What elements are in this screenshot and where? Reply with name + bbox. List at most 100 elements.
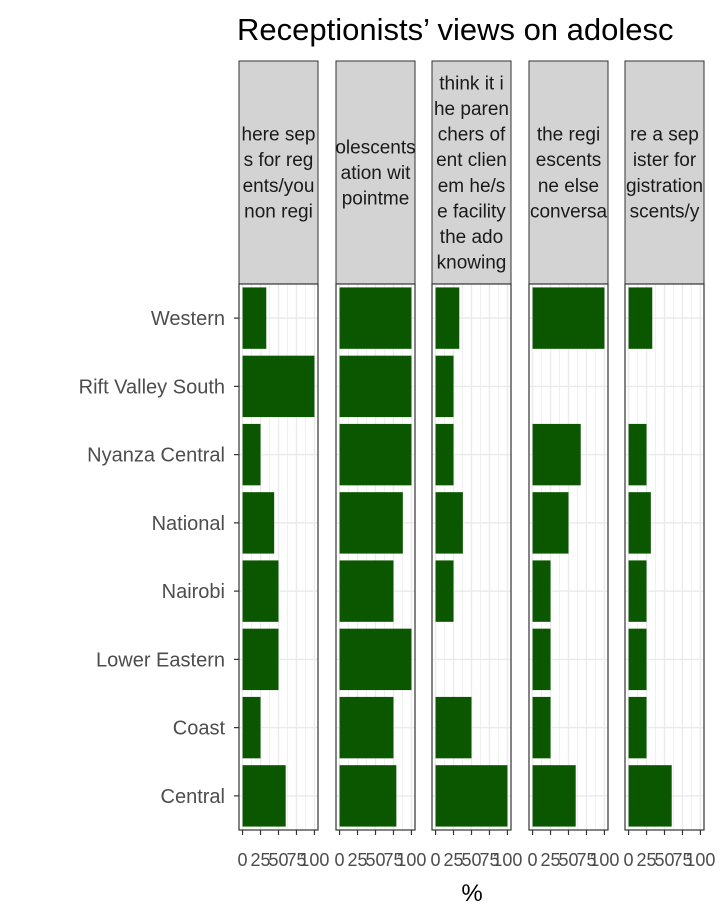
bar-coast (242, 696, 261, 759)
facet-strip (238, 60, 319, 285)
x-tick-label: 100 (396, 850, 426, 870)
x-tick-label: 25 (251, 850, 271, 870)
x-tick-label: 25 (348, 850, 368, 870)
bar-nairobi (532, 560, 551, 622)
facet-strip (624, 60, 705, 285)
bar-national (242, 492, 275, 554)
facet-panel-1: here sep s for reg ents/you non regi 0 255075… (238, 60, 329, 870)
bar-western (242, 287, 267, 349)
strip-text-line: non regi (244, 201, 313, 222)
bar-nyanza-central (532, 423, 581, 486)
bar-nyanza-central (435, 423, 454, 486)
bar-national (628, 492, 651, 554)
bar-coast (435, 696, 472, 759)
x-tick-label: 0 (431, 850, 441, 870)
bar-lower-eastern (242, 628, 279, 691)
bar-lower-eastern (532, 628, 551, 691)
strip-text-line: s for reg (244, 150, 314, 171)
bar-nairobi (435, 560, 454, 622)
bar-nairobi (339, 560, 394, 622)
x-tick-label: 100 (589, 850, 619, 870)
bar-lower-eastern (339, 628, 412, 691)
x-tick-label: 0 (335, 850, 345, 870)
x-tick-label: 0 (624, 850, 634, 870)
x-tick-label: 25 (541, 850, 561, 870)
bar-western (532, 287, 605, 349)
bar-national (435, 492, 463, 554)
category-label: Coast (173, 718, 226, 740)
bar-coast (628, 696, 647, 759)
bar-national (339, 492, 403, 554)
bar-nyanza-central (339, 423, 412, 486)
bar-lower-eastern (628, 628, 647, 691)
strip-text-line: scents/y (630, 201, 700, 222)
x-tick-label: 50 (365, 850, 385, 870)
bar-central (532, 765, 576, 827)
bar-nyanza-central (242, 423, 261, 486)
x-tick-label: 50 (558, 850, 578, 870)
x-tick-label: 75 (479, 850, 499, 870)
x-tick-label: 25 (444, 850, 464, 870)
facet-strip (431, 60, 512, 285)
x-tick-label: 75 (383, 850, 403, 870)
x-tick-label: 50 (654, 850, 674, 870)
bar-coast (339, 696, 394, 759)
strip-text-line: the regi (537, 125, 600, 146)
x-tick-label: 100 (685, 850, 715, 870)
facet-strip (528, 60, 609, 285)
facet-strip-text: olescents ation wit pointme (336, 137, 415, 210)
bar-rift-valley-south (435, 355, 454, 418)
strip-text-line: em he/s (438, 176, 506, 197)
x-tick-label: 100 (299, 850, 329, 870)
strip-text-line: ister for (633, 150, 697, 171)
strip-text-line: ne else (538, 176, 599, 197)
strip-text-line: conversa (530, 201, 608, 222)
category-label: Western (151, 308, 225, 330)
strip-text-line: knowing (437, 253, 507, 274)
x-tick-label: 25 (637, 850, 657, 870)
category-label: Lower Eastern (96, 649, 225, 671)
facet-strip (335, 60, 416, 285)
x-tick-label: 50 (461, 850, 481, 870)
x-axis-title: % (461, 880, 482, 907)
strip-text-line: ent clien (436, 150, 507, 171)
bar-western (628, 287, 653, 349)
bar-rift-valley-south (339, 355, 412, 418)
strip-text-line: chers of (438, 125, 506, 146)
category-label: Central (161, 786, 225, 808)
bar-rift-valley-south (242, 355, 315, 418)
bar-central (628, 765, 672, 827)
category-label: Nyanza Central (87, 445, 225, 467)
category-label: National (152, 513, 225, 535)
strip-text-line: ents/you (243, 176, 315, 197)
bar-national (532, 492, 569, 554)
chart-title: Receptionists’ views on adolesc (237, 12, 674, 47)
strip-text-line: ation wit (341, 163, 411, 184)
facet-strip-text: the regi escents ne else conversa (530, 125, 608, 223)
facet-panel-5: re a sep ister for gistration scents/y 0 2550… (624, 60, 715, 870)
bar-nairobi (242, 560, 279, 622)
bar-nyanza-central (628, 423, 647, 486)
bar-central (242, 765, 286, 827)
x-tick-label: 0 (238, 850, 248, 870)
bar-coast (532, 696, 551, 759)
x-tick-label: 75 (576, 850, 596, 870)
strip-text-line: e facility (437, 201, 506, 222)
bar-central (339, 765, 397, 827)
strip-text-line: gistration (626, 176, 703, 197)
x-tick-label: 75 (286, 850, 306, 870)
facet-strip-text: re a sep ister for gistration scents/y (626, 125, 703, 223)
x-tick-label: 100 (492, 850, 522, 870)
strip-text-line: escents (536, 150, 601, 171)
bar-nairobi (628, 560, 647, 622)
x-tick-label: 75 (672, 850, 692, 870)
facet-strip-text: think it i he paren chers of ent clien em he… (434, 73, 509, 273)
strip-text-line: here sep (242, 125, 316, 146)
bar-western (435, 287, 460, 349)
strip-text-line: pointme (342, 189, 410, 210)
facet-panel-3: think it i he paren chers of ent clien em he… (431, 60, 522, 870)
